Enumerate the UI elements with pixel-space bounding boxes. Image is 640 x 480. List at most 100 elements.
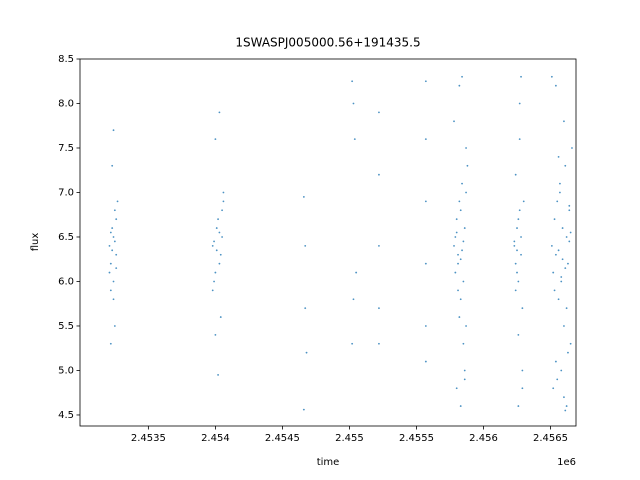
- point: [568, 240, 571, 243]
- x-tick-label: 2.4565: [533, 433, 568, 444]
- point: [516, 227, 518, 229]
- x-tick-label: 2.4535: [131, 433, 166, 444]
- point: [351, 80, 354, 83]
- point: [458, 316, 461, 318]
- y-tick-label: 7.0: [58, 187, 74, 198]
- point: [518, 102, 521, 105]
- point: [520, 75, 522, 78]
- point: [521, 307, 524, 310]
- y-tick-label: 5.5: [58, 321, 74, 332]
- point: [565, 236, 568, 238]
- point: [222, 191, 225, 194]
- y-tick-label: 6.5: [58, 232, 74, 243]
- x-tick-label: 2.4555: [399, 433, 434, 444]
- point: [462, 280, 465, 283]
- y-tick-label: 4.5: [58, 410, 74, 421]
- point: [218, 231, 221, 234]
- point: [112, 298, 115, 301]
- point: [520, 236, 522, 238]
- point: [465, 191, 467, 194]
- point: [459, 405, 462, 407]
- point: [556, 200, 559, 203]
- point: [553, 218, 556, 221]
- x-offset-label: 1e6: [557, 457, 576, 468]
- point: [567, 262, 569, 265]
- point: [516, 249, 518, 252]
- point: [351, 342, 354, 345]
- point: [559, 182, 561, 185]
- point: [219, 253, 222, 256]
- point: [465, 147, 467, 149]
- point: [465, 325, 467, 327]
- point: [552, 271, 555, 274]
- point: [569, 342, 572, 345]
- point: [569, 231, 572, 234]
- point: [571, 147, 573, 149]
- point: [455, 387, 458, 390]
- point: [215, 227, 218, 229]
- point: [517, 333, 520, 336]
- point: [111, 164, 114, 167]
- point: [355, 271, 358, 274]
- point: [112, 129, 115, 132]
- point: [424, 138, 427, 140]
- x-tick-label: 2.4545: [265, 433, 300, 444]
- point: [565, 307, 568, 310]
- point: [457, 289, 459, 292]
- point: [513, 240, 516, 243]
- x-tick-label: 2.456: [469, 433, 498, 444]
- point: [424, 360, 427, 363]
- point: [424, 325, 427, 327]
- point: [378, 307, 380, 310]
- point: [521, 369, 524, 372]
- point: [217, 218, 219, 221]
- point: [213, 280, 215, 283]
- point: [560, 280, 563, 283]
- point: [459, 298, 462, 301]
- point: [113, 325, 116, 327]
- point: [113, 209, 116, 212]
- point: [517, 218, 520, 221]
- point: [115, 218, 118, 221]
- point: [513, 244, 516, 247]
- point: [457, 253, 459, 256]
- y-axis-label: flux: [30, 233, 41, 252]
- point: [459, 258, 462, 261]
- point: [564, 164, 567, 167]
- point: [424, 262, 427, 265]
- point: [461, 249, 463, 252]
- point: [115, 267, 118, 270]
- point: [554, 360, 557, 363]
- point: [454, 236, 457, 238]
- point: [455, 231, 458, 234]
- point: [568, 209, 571, 212]
- point: [564, 409, 567, 412]
- point: [552, 387, 555, 390]
- point: [518, 209, 521, 212]
- point: [108, 244, 111, 247]
- x-tick-label: 2.455: [335, 433, 364, 444]
- point: [517, 405, 520, 407]
- point: [108, 271, 111, 274]
- point: [222, 200, 225, 203]
- point: [454, 271, 457, 274]
- point: [461, 75, 463, 78]
- point: [352, 298, 355, 301]
- point: [459, 209, 462, 212]
- point: [214, 138, 217, 140]
- point: [458, 200, 461, 203]
- point: [218, 262, 221, 265]
- point: [563, 120, 565, 123]
- point: [213, 240, 215, 243]
- point: [304, 307, 307, 310]
- point: [557, 298, 560, 301]
- point: [567, 351, 569, 354]
- point: [557, 249, 560, 252]
- point: [113, 240, 116, 243]
- point: [453, 244, 455, 247]
- point: [550, 244, 553, 247]
- point: [466, 164, 469, 167]
- point: [111, 249, 114, 252]
- point: [112, 236, 115, 238]
- point: [561, 258, 564, 261]
